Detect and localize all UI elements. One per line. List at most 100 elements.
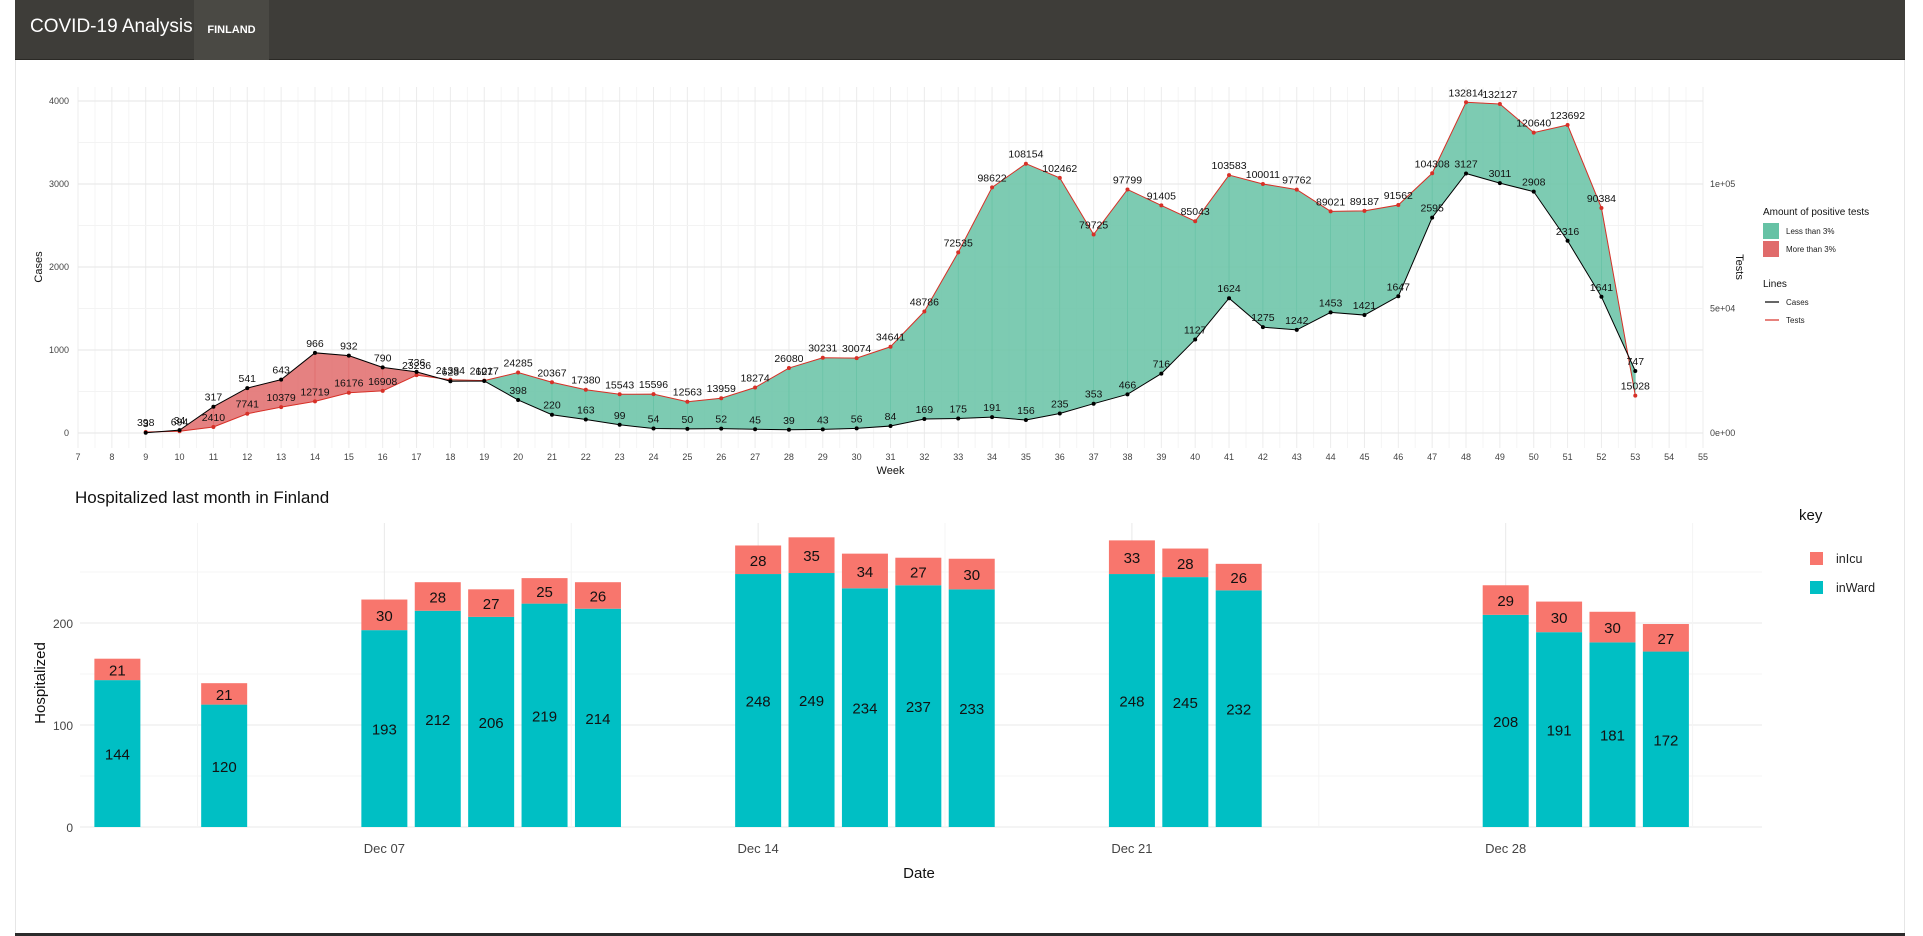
- tests-point: [1497, 102, 1502, 107]
- cases-data-label: 1242: [1285, 315, 1309, 327]
- x-tick-label: 46: [1393, 452, 1403, 462]
- x-tick-label: 14: [310, 452, 320, 462]
- x-tick-label: Dec 14: [738, 841, 779, 856]
- tests-point: [1599, 205, 1604, 210]
- tests-data-label: 12719: [300, 386, 329, 398]
- tests-data-label: 120640: [1516, 118, 1551, 130]
- cases-data-label: 39: [783, 415, 795, 427]
- ward-bar-label: 208: [1493, 714, 1518, 731]
- cases-data-label: 398: [509, 385, 527, 397]
- x-tick-label: 40: [1190, 452, 1200, 462]
- x-tick-label: 32: [919, 452, 929, 462]
- tests-point: [1023, 161, 1028, 166]
- y-tick-label: 0: [66, 821, 73, 835]
- tests-point: [1227, 173, 1232, 178]
- tests-point: [786, 366, 791, 371]
- tests-point: [414, 373, 419, 378]
- y-tick-label: 4000: [49, 96, 69, 106]
- tests-point: [583, 387, 588, 392]
- cases-point: [482, 378, 487, 383]
- tests-data-label: 48786: [910, 297, 939, 309]
- cases-data-label: 317: [205, 392, 223, 404]
- legend-label: Less than 3%: [1786, 227, 1834, 236]
- tests-data-label: 398: [137, 417, 155, 429]
- cases-point: [1362, 313, 1367, 318]
- tests-data-label: 30231: [808, 343, 837, 355]
- cases-data-label: 43: [817, 414, 829, 426]
- cases-point: [1057, 411, 1062, 416]
- tests-point: [1193, 219, 1198, 224]
- tests-data-label: 21384: [436, 365, 465, 377]
- tests-point: [1531, 130, 1536, 135]
- cases-data-label: 627: [475, 366, 493, 378]
- cases-point: [1125, 392, 1130, 397]
- cases-point: [211, 404, 216, 409]
- cases-data-label: 3127: [1454, 158, 1478, 170]
- ward-bar: [841, 588, 888, 827]
- app-title[interactable]: COVID-19 Analysis: [30, 16, 193, 37]
- tests-data-label: 104308: [1415, 158, 1450, 170]
- ward-bar-label: 233: [959, 701, 984, 718]
- y-tick-label: 3000: [49, 179, 69, 189]
- tab-finland[interactable]: FINLAND: [194, 0, 269, 60]
- ward-bar: [895, 585, 942, 827]
- hospitalized-title: Hospitalized last month in Finland: [75, 488, 329, 507]
- cases-data-label: 56: [851, 413, 863, 425]
- x-tick-label: 52: [1596, 452, 1606, 462]
- tests-data-label: 15543: [605, 379, 634, 391]
- x-tick-label: 41: [1224, 452, 1234, 462]
- tests-data-label: 2410: [202, 412, 226, 424]
- x-tick-label: 48: [1461, 452, 1471, 462]
- x-tick-label: 27: [750, 452, 760, 462]
- tests-point: [1294, 187, 1299, 192]
- tests-data-label: 123692: [1550, 110, 1585, 122]
- tests-point: [651, 392, 656, 397]
- cases-data-label: 353: [1085, 389, 1103, 401]
- x-tick-label: 23: [615, 452, 625, 462]
- y2-axis-title: Tests: [1733, 254, 1745, 280]
- y2-tick-label: 1e+05: [1710, 179, 1735, 189]
- cases-point: [820, 427, 825, 432]
- cases-point: [1531, 189, 1536, 194]
- cases-point: [1023, 418, 1028, 423]
- icu-bar-label: 35: [803, 548, 820, 565]
- x-axis-title: Date: [903, 865, 935, 882]
- tests-data-label: 97762: [1282, 175, 1311, 187]
- tests-data-label: 79725: [1079, 219, 1108, 231]
- x-tick-label: 25: [682, 452, 692, 462]
- tests-point: [346, 390, 351, 395]
- icu-bar: [1589, 611, 1636, 643]
- bottom-rule: [15, 933, 1905, 936]
- tests-data-label: 20367: [537, 367, 566, 379]
- tests-point: [1430, 171, 1435, 176]
- ward-bar: [1589, 642, 1636, 827]
- cases-point: [549, 412, 554, 417]
- cases-data-label: 84: [885, 411, 897, 423]
- icu-bar-label: 30: [1604, 620, 1621, 637]
- ward-bar: [788, 573, 835, 827]
- tests-point: [1633, 393, 1638, 398]
- ward-bar: [1108, 574, 1155, 827]
- icu-bar: [1642, 624, 1689, 652]
- cases-data-label: 45: [749, 414, 761, 426]
- cases-data-label: 1647: [1387, 281, 1411, 293]
- x-tick-label: 55: [1698, 452, 1708, 462]
- tests-point: [1159, 203, 1164, 208]
- legend-label: inIcu: [1836, 552, 1862, 566]
- tests-data-label: 98622: [977, 172, 1006, 184]
- tests-data-label: 13959: [707, 383, 736, 395]
- tests-data-label: 103583: [1212, 160, 1247, 172]
- tests-data-label: 23236: [402, 360, 431, 372]
- tests-data-label: 34641: [876, 332, 905, 344]
- tests-data-label: 30074: [842, 343, 871, 355]
- tests-data-label: 17380: [571, 375, 600, 387]
- x-tick-label: 17: [412, 452, 422, 462]
- legend-label: Cases: [1786, 298, 1809, 307]
- legend-swatch: [1763, 223, 1779, 239]
- tests-point: [279, 405, 284, 410]
- cases-point: [143, 430, 148, 435]
- legend-label: More than 3%: [1786, 245, 1836, 254]
- y-axis-title: Cases: [33, 251, 45, 283]
- cases-point: [177, 428, 182, 433]
- cases-point: [753, 427, 758, 432]
